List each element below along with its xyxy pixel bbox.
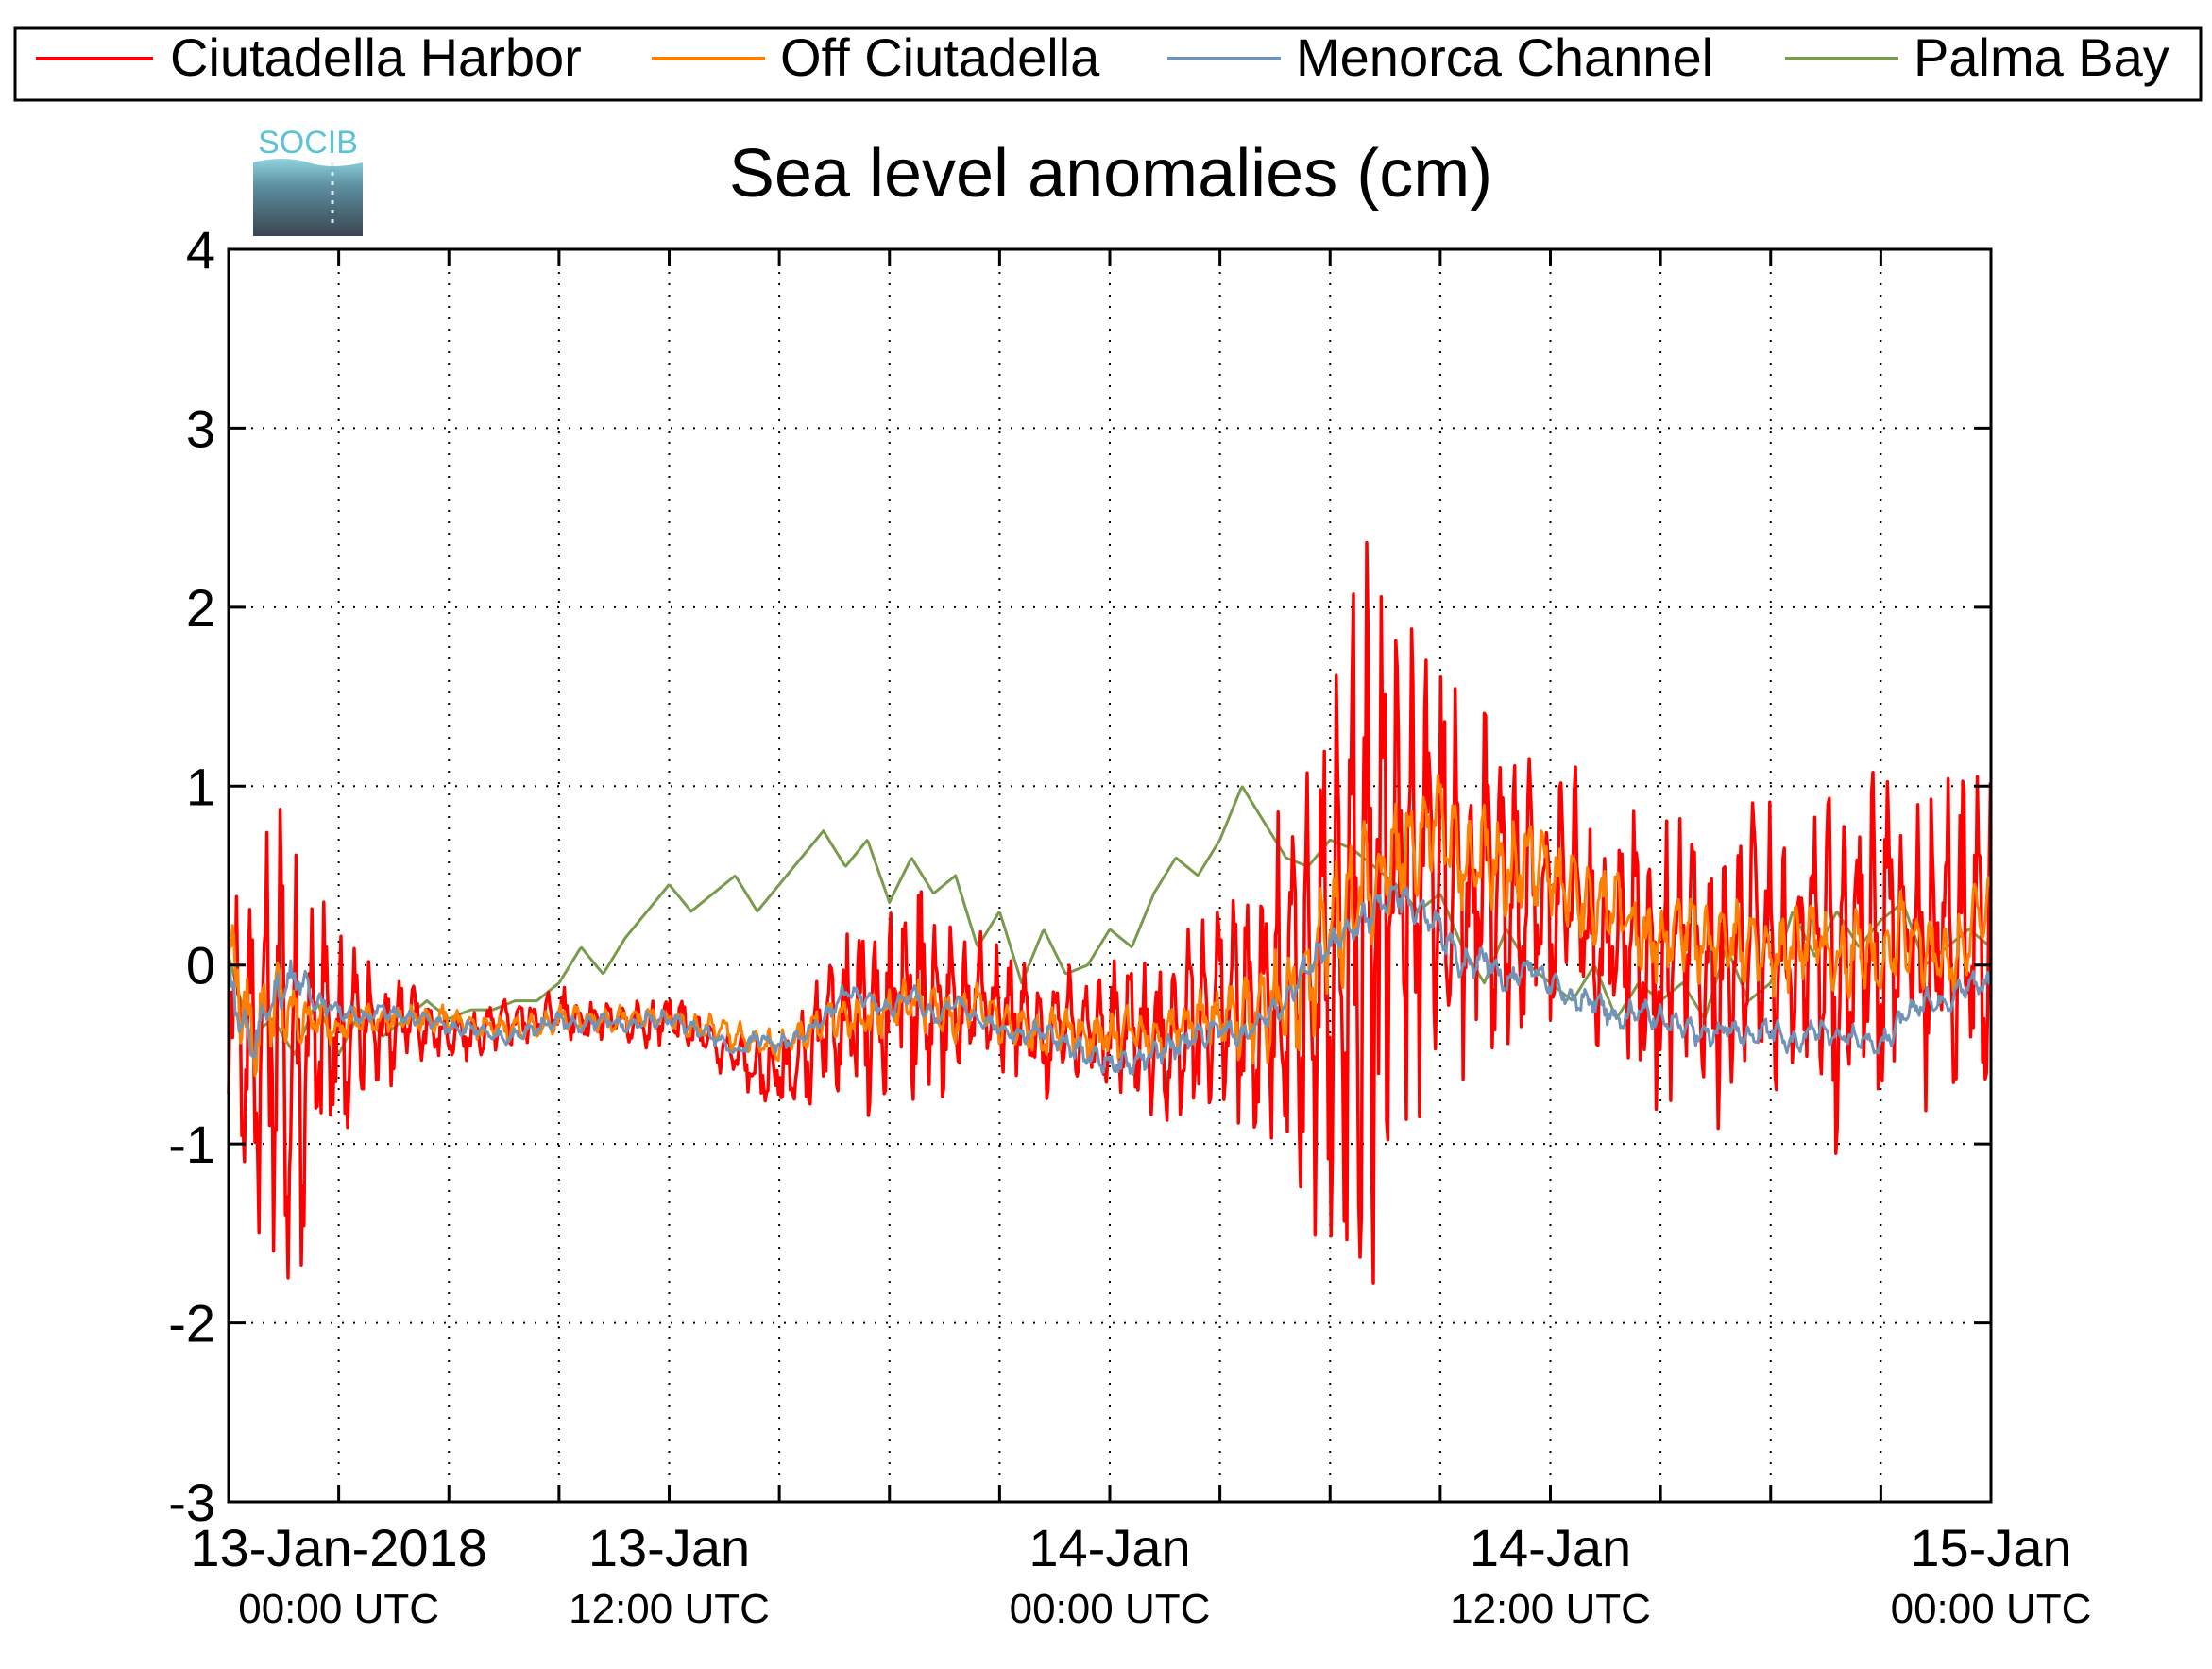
legend-label-ciutadella-harbor: Ciutadella Harbor — [170, 27, 582, 87]
y-tick-label: 2 — [186, 578, 215, 638]
x-tick-label-time: 00:00 UTC — [238, 1586, 439, 1632]
y-tick-label: 0 — [186, 936, 215, 996]
series-line-menorca-channel — [227, 884, 1992, 1077]
y-tick-label: 1 — [186, 757, 215, 816]
y-tick-label: -1 — [168, 1115, 215, 1174]
series-lines — [227, 540, 1993, 1285]
series-line-palma-bay — [227, 785, 1992, 1056]
socib-logo: SOCIB — [253, 125, 363, 236]
x-tick-label-date: 14-Jan — [1029, 1518, 1190, 1577]
x-tick-label-date: 13-Jan — [588, 1518, 750, 1577]
y-tick-label: 4 — [186, 220, 215, 280]
chart-title: Sea level anomalies (cm) — [729, 136, 1492, 212]
series-line-ciutadella-harbor — [227, 540, 1993, 1285]
x-tick-label-date: 13-Jan-2018 — [190, 1518, 486, 1577]
socib-logo-text: SOCIB — [258, 125, 358, 161]
legend-label-menorca-channel: Menorca Channel — [1296, 27, 1713, 87]
y-tick-label: 3 — [186, 399, 215, 458]
legend-box — [13, 26, 2203, 102]
y-tick-label: -2 — [168, 1294, 215, 1354]
axis-ticks — [229, 247, 1993, 1504]
legend: Ciutadella Harbor Off Ciutadella Menorca… — [13, 26, 2203, 102]
y-tick-label: -3 — [168, 1473, 215, 1532]
grid-lines — [229, 249, 1991, 1502]
legend-label-off-ciutadella: Off Ciutadella — [780, 27, 1100, 87]
x-tick-label-date: 14-Jan — [1470, 1518, 1631, 1577]
legend-label-palma-bay: Palma Bay — [1914, 27, 2169, 87]
x-axis-tick-labels: 13-Jan-2018 00:00 UTC 13-Jan 12:00 UTC 14-Ja… — [190, 1518, 2091, 1632]
x-tick-label-time: 12:00 UTC — [569, 1586, 770, 1632]
x-tick-label-date: 15-Jan — [1910, 1518, 2071, 1577]
x-tick-label-time: 00:00 UTC — [1891, 1586, 2092, 1632]
y-axis-tick-labels: 4 3 2 1 0 -1 -2 -3 — [168, 220, 215, 1532]
x-tick-label-time: 00:00 UTC — [1010, 1586, 1211, 1632]
x-tick-label-time: 12:00 UTC — [1450, 1586, 1651, 1632]
